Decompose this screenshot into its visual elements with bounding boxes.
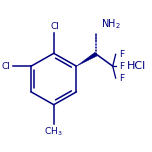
- Text: F: F: [119, 62, 124, 71]
- Text: Cl: Cl: [2, 62, 11, 71]
- Text: Cl: Cl: [51, 22, 60, 31]
- Text: F: F: [119, 74, 124, 83]
- Text: CH$_3$: CH$_3$: [45, 126, 63, 138]
- Polygon shape: [76, 52, 97, 66]
- Text: F: F: [119, 50, 124, 59]
- Text: HCl: HCl: [126, 61, 146, 71]
- Text: NH$_2$: NH$_2$: [101, 18, 121, 31]
